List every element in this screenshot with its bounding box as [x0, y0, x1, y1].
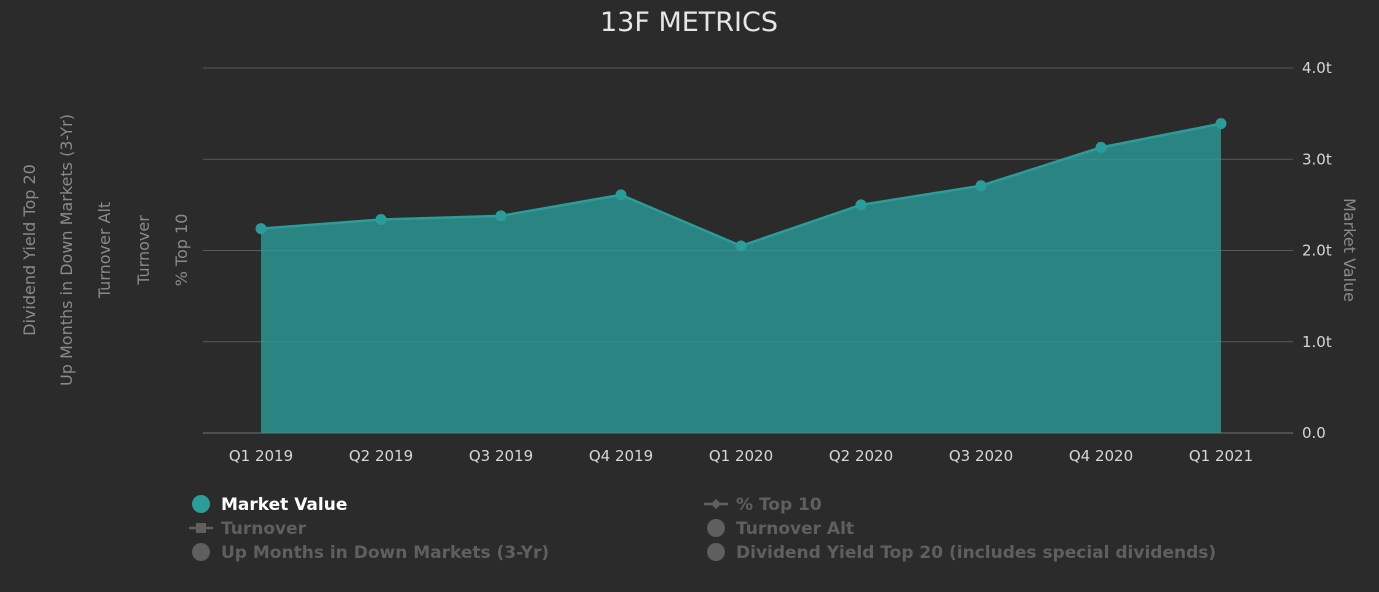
left-axis-title: % Top 10: [172, 214, 191, 287]
legend-item[interactable]: Dividend Yield Top 20 (includes special …: [707, 543, 1216, 563]
market-value-point[interactable]: [615, 189, 627, 201]
x-tick-label: Q3 2019: [469, 447, 533, 465]
y-tick-label: 1.0t: [1302, 333, 1332, 351]
legend-label: Turnover: [221, 519, 307, 539]
x-tick-label: Q3 2020: [949, 447, 1013, 465]
x-tick-label: Q2 2020: [829, 447, 893, 465]
market-value-point[interactable]: [495, 210, 507, 222]
line-diamond-icon: [704, 499, 728, 509]
legend-item[interactable]: Up Months in Down Markets (3-Yr): [192, 543, 549, 563]
legend: Market Value % Top 10 Turnover Turnover Alt…: [189, 495, 1216, 563]
x-tick-label: Q4 2020: [1069, 447, 1133, 465]
left-axis-title: Dividend Yield Top 20: [20, 164, 39, 336]
x-tick-label: Q4 2019: [589, 447, 653, 465]
x-tick-label: Q2 2019: [349, 447, 413, 465]
market-value-area: [261, 123, 1221, 433]
line-square-icon: [189, 523, 213, 533]
legend-label: Up Months in Down Markets (3-Yr): [221, 543, 549, 563]
x-tick-label: Q1 2020: [709, 447, 773, 465]
market-value-point[interactable]: [375, 213, 387, 225]
market-value-point[interactable]: [855, 199, 867, 211]
x-tick-label: Q1 2021: [1189, 447, 1253, 465]
legend-item[interactable]: Turnover: [189, 519, 307, 539]
market-value-point[interactable]: [735, 240, 747, 252]
circle-icon: [707, 519, 725, 537]
x-tick-label: Q1 2019: [229, 447, 293, 465]
left-axis-titles: Dividend Yield Top 20 Up Months in Down M…: [20, 114, 191, 386]
legend-item[interactable]: % Top 10: [704, 495, 822, 515]
legend-item[interactable]: Turnover Alt: [707, 519, 854, 539]
market-value-point[interactable]: [1215, 118, 1227, 130]
y-axis-right: 0.0 1.0t 2.0t 3.0t 4.0t: [1302, 59, 1332, 442]
legend-label: Market Value: [221, 495, 347, 515]
circle-icon: [707, 543, 725, 561]
legend-item[interactable]: Market Value: [192, 495, 347, 515]
plot-area: [255, 118, 1227, 433]
circle-icon: [192, 543, 210, 561]
left-axis-title: Turnover: [134, 215, 153, 286]
right-axis-title: Market Value: [1340, 198, 1359, 302]
left-axis-title: Up Months in Down Markets (3-Yr): [57, 114, 76, 386]
legend-label: Dividend Yield Top 20 (includes special …: [736, 543, 1216, 563]
legend-label: Turnover Alt: [736, 519, 854, 539]
market-value-point[interactable]: [255, 223, 267, 235]
market-value-point[interactable]: [975, 180, 987, 192]
circle-icon: [192, 495, 210, 513]
chart-title: 13F METRICS: [600, 7, 778, 38]
x-axis: Q1 2019 Q2 2019 Q3 2019 Q4 2019 Q1 2020 Q2 20…: [229, 447, 1253, 465]
y-tick-label: 4.0t: [1302, 59, 1332, 77]
market-value-point[interactable]: [1095, 141, 1107, 153]
legend-label: % Top 10: [736, 495, 822, 515]
y-tick-label: 0.0: [1302, 424, 1326, 442]
left-axis-title: Turnover Alt: [95, 202, 114, 299]
y-tick-label: 3.0t: [1302, 150, 1332, 168]
y-tick-label: 2.0t: [1302, 242, 1332, 260]
